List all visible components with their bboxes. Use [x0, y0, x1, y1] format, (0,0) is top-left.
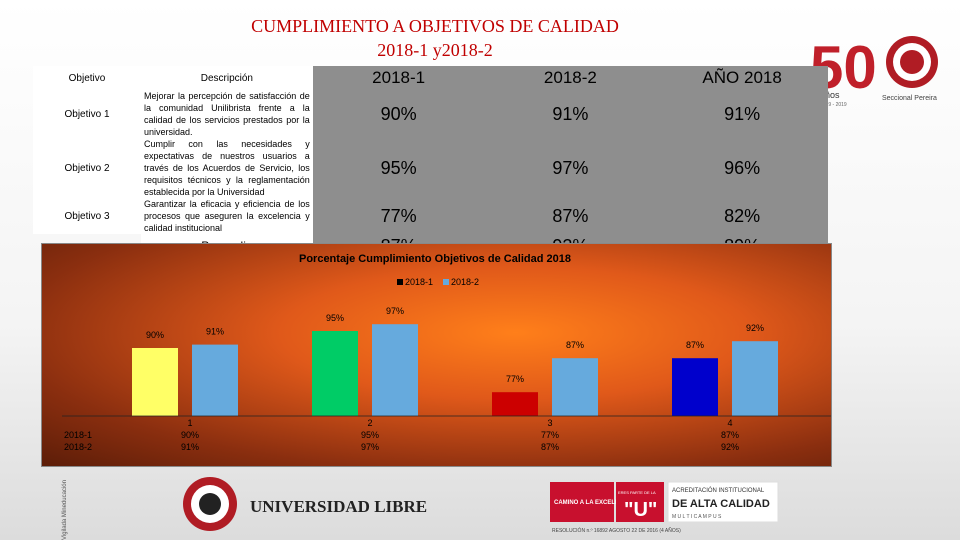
acred-line3: M U L T I C A M P U S	[672, 514, 722, 520]
anniv-word: años	[820, 90, 840, 100]
legend-label-2018-1: 2018-1	[405, 277, 433, 287]
row-value-year: 82%	[656, 198, 828, 234]
dtable-cell: 77%	[541, 430, 559, 440]
anniv-years: 1969 - 2019	[820, 102, 847, 108]
univ-name: UNIVERSIDAD LIBRE	[250, 497, 427, 516]
bar-label-2018-1-cat-4: 87%	[686, 340, 704, 350]
dtable-category: 2	[367, 418, 372, 428]
acred-line1: ACREDITACIÓN INSTITUCIONAL	[672, 487, 765, 494]
row-value-2018-1: 77%	[312, 198, 485, 234]
dtable-cell: 87%	[721, 430, 739, 440]
row-value-2018-2: 97%	[484, 138, 657, 198]
bar-2018-1-cat-2	[312, 331, 358, 416]
legend-swatch-2018-2	[443, 279, 449, 285]
header-2018-2: 2018-2	[484, 66, 657, 90]
dtable-cell: 97%	[361, 442, 379, 452]
dtable-category: 4	[727, 418, 732, 428]
bar-chart: Porcentaje Cumplimiento Objetivos de Cal…	[62, 253, 831, 452]
bar-label-2018-1-cat-1: 90%	[146, 330, 164, 340]
row-descripcion: Cumplir con las necesidades y expectativ…	[141, 138, 313, 198]
dtable-cell: 87%	[541, 442, 559, 452]
bar-label-2018-2-cat-1: 91%	[206, 327, 224, 337]
row-value-year: 96%	[656, 138, 828, 198]
chart-title: Porcentaje Cumplimiento Objetivos de Cal…	[299, 253, 571, 265]
title-line1: CUMPLIMIENTO A OBJETIVOS DE CALIDAD	[251, 16, 619, 36]
table-row: Objetivo 3 Garantizar la eficacia y efic…	[33, 198, 828, 234]
dtable-series-label: 2018-1	[64, 430, 92, 440]
chart-legend: 2018-1 2018-2	[397, 277, 479, 287]
row-value-2018-2: 91%	[484, 90, 657, 138]
vigilada-label: Vigilada Mineducación	[62, 480, 68, 540]
header-ano-2018: AÑO 2018	[656, 66, 828, 90]
bar-label-2018-2-cat-2: 97%	[386, 306, 404, 316]
bar-2018-1-cat-3	[492, 392, 538, 416]
dtable-cell: 95%	[361, 430, 379, 440]
u-letter: "U"	[624, 499, 657, 521]
resolucion: RESOLUCIÓN n.º 16892 AGOSTO 22 DE 2016 (…	[552, 527, 681, 534]
seccional-label: Seccional Pereira	[882, 95, 937, 102]
anniversary-logo: 50 años 1969 - 2019 Seccional Pereira	[810, 34, 938, 108]
table-header-row: Objetivo Descripción 2018-1 2018-2 AÑO 2…	[33, 66, 828, 90]
legend-swatch-2018-1	[397, 279, 403, 285]
row-descripcion: Garantizar la eficacia y eficiencia de l…	[141, 198, 313, 234]
row-value-2018-1: 90%	[312, 90, 485, 138]
universidad-libre-logo: UNIVERSIDAD LIBRE	[183, 477, 427, 531]
objectives-table: Objetivo Descripción 2018-1 2018-2 AÑO 2…	[33, 66, 828, 258]
row-objetivo: Objetivo 1	[33, 90, 141, 138]
bar-2018-1-cat-4	[672, 358, 718, 416]
bar-2018-2-cat-4	[732, 341, 778, 416]
bar-2018-2-cat-1	[192, 344, 238, 416]
dtable-series-label: 2018-2	[64, 442, 92, 452]
bar-label-2018-2-cat-4: 92%	[746, 323, 764, 333]
row-descripcion: Mejorar la percepción de satisfacción de…	[141, 90, 313, 138]
dtable-category: 1	[187, 418, 192, 428]
header-2018-1: 2018-1	[312, 66, 485, 90]
dtable-category: 3	[547, 418, 552, 428]
legend-label-2018-2: 2018-2	[451, 277, 479, 287]
dtable-cell: 91%	[181, 442, 199, 452]
bar-label-2018-1-cat-2: 95%	[326, 313, 344, 323]
table-row: Objetivo 1 Mejorar la percepción de sati…	[33, 90, 828, 138]
row-value-year: 91%	[656, 90, 828, 138]
page-title: CUMPLIMIENTO A OBJETIVOS DE CALIDAD 2018…	[150, 14, 720, 62]
bar-2018-1-cat-1	[132, 348, 178, 416]
row-value-2018-1: 95%	[312, 138, 485, 198]
dtable-cell: 90%	[181, 430, 199, 440]
dtable-cell: 92%	[721, 442, 739, 452]
row-value-2018-2: 87%	[484, 198, 657, 234]
chart-bars: 90% 91% 95% 97% 77% 87% 87% 92%	[132, 306, 778, 416]
bar-label-2018-1-cat-3: 77%	[506, 374, 524, 384]
acreditacion-logo: CAMINO A LA EXCELENCIA ERES PARTE DE LA …	[550, 481, 779, 534]
bar-2018-2-cat-3	[552, 358, 598, 416]
chart-area: Porcentaje Cumplimiento Objetivos de Cal…	[41, 243, 832, 467]
title-line2: 2018-1 y2018-2	[377, 40, 493, 60]
acred-line2: DE ALTA CALIDAD	[672, 498, 770, 510]
eres-text: ERES PARTE DE LA	[618, 490, 656, 495]
row-objetivo: Objetivo 2	[33, 138, 141, 198]
chart-data-table: 2018-1 2018-2 1 90% 91% 2 95% 97% 3 77% 87% 4 87% 92%	[62, 415, 831, 452]
header-descripcion: Descripción	[141, 66, 313, 90]
row-objetivo: Objetivo 3	[33, 198, 141, 234]
camino-text: CAMINO A LA EXCELENCIA	[554, 500, 634, 506]
bar-2018-2-cat-2	[372, 324, 418, 416]
bar-label-2018-2-cat-3: 87%	[566, 340, 584, 350]
table-row: Objetivo 2 Cumplir con las necesidades y…	[33, 138, 828, 198]
header-objetivo: Objetivo	[33, 66, 141, 90]
